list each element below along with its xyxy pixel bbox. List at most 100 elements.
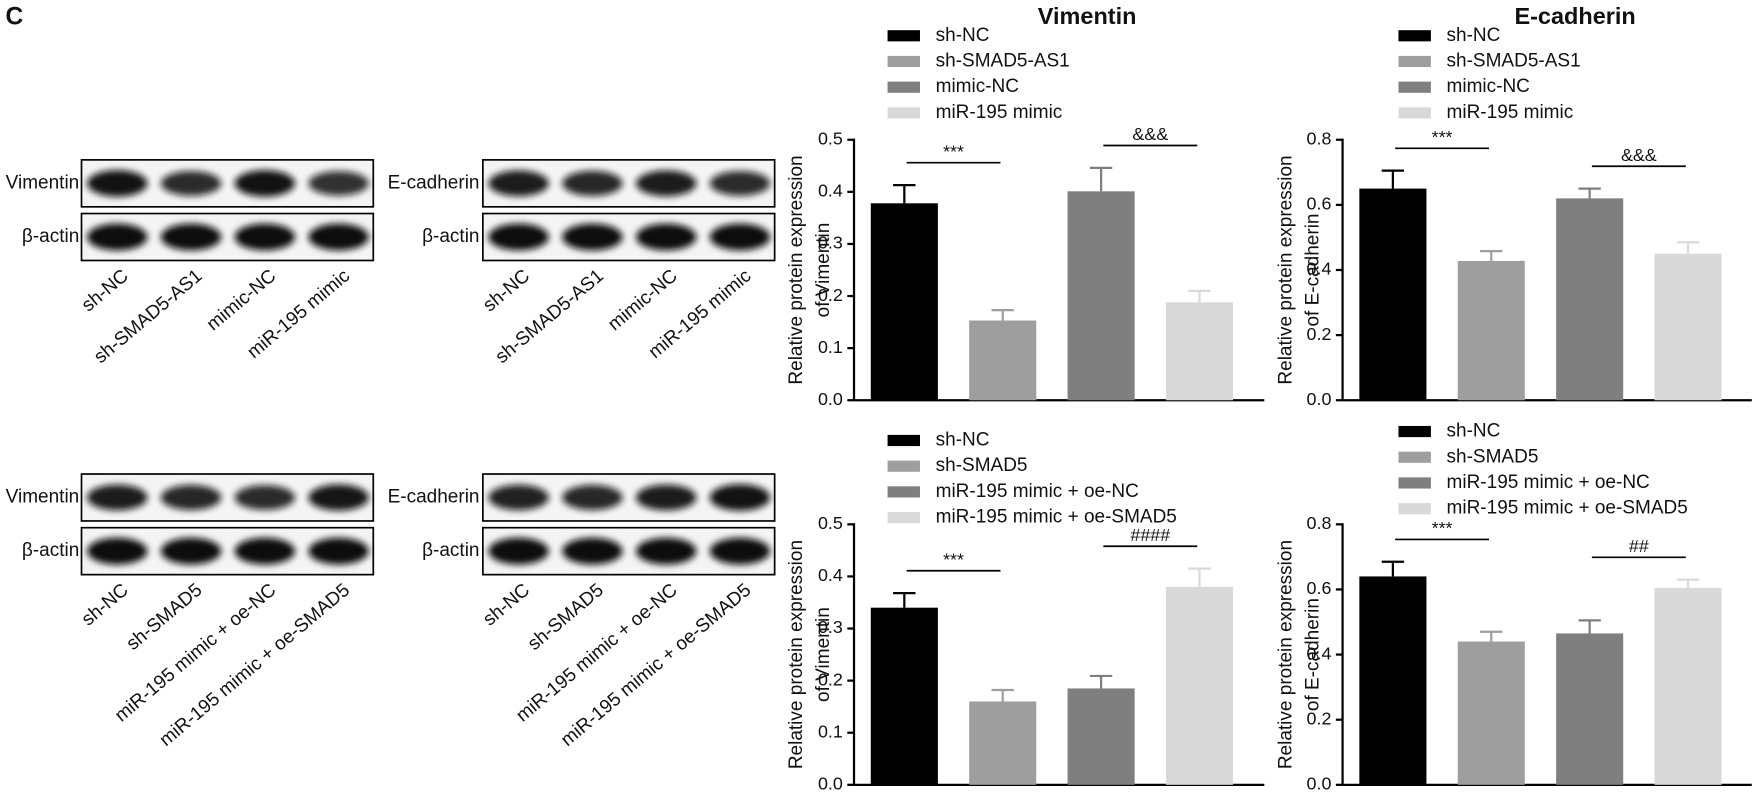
y-tick-label: 0.1: [818, 721, 843, 741]
significance-label: ***: [943, 549, 964, 569]
legend-label: sh-NC: [1447, 421, 1501, 442]
y-tick-label: 0.0: [818, 389, 843, 409]
blot-band: [488, 170, 549, 197]
y-tick-label: 0.6: [1307, 194, 1332, 214]
legend-label: miR-195 mimic: [1447, 102, 1574, 123]
y-tick-label: 0.8: [1307, 513, 1332, 533]
bar: [1654, 253, 1722, 401]
legend-swatch: [1398, 55, 1431, 68]
blot-row-label: Vimentin: [6, 487, 80, 508]
chart-title: E-cadherin: [1514, 3, 1635, 29]
y-tick-label: 0.5: [818, 513, 843, 533]
blot-row-label: Vimentin: [6, 172, 80, 193]
blot-band: [234, 537, 296, 565]
blot-band: [709, 484, 771, 511]
blot-band: [636, 170, 697, 197]
y-tick-label: 0.2: [1307, 708, 1332, 728]
blot-band: [709, 537, 771, 565]
legend-label: miR-195 mimic + oe-NC: [936, 481, 1139, 502]
y-tick-label: 0.3: [818, 617, 843, 637]
legend-label: miR-195 mimic: [936, 102, 1063, 123]
blot-band: [160, 223, 222, 251]
blot-lane-label: sh-NC: [479, 265, 534, 316]
bar: [1556, 198, 1624, 401]
legend-swatch: [1398, 425, 1431, 438]
y-tick-label: 0.0: [1307, 774, 1332, 794]
blot-row-label: β-actin: [22, 226, 79, 247]
legend-label: miR-195 mimic + oe-NC: [1447, 472, 1650, 493]
y-axis-label: of Vimentin: [813, 223, 834, 318]
y-axis-label: Relative protein expression: [786, 540, 807, 769]
y-tick-label: 0.2: [1307, 324, 1332, 344]
panel-label: C: [5, 3, 23, 30]
blot-band: [308, 484, 369, 511]
blot-band: [87, 223, 148, 251]
y-axis-label: Relative protein expression: [1276, 155, 1297, 384]
significance-label: &&&: [1132, 124, 1168, 144]
blot-band: [234, 223, 296, 251]
blot-band: [488, 537, 549, 565]
y-tick-label: 0.4: [818, 565, 843, 585]
bar: [1067, 191, 1135, 401]
legend-label: sh-NC: [936, 429, 990, 450]
bar: [1067, 688, 1135, 785]
significance-label: ####: [1130, 525, 1170, 545]
chart-title: Vimentin: [1038, 3, 1137, 29]
legend-swatch: [887, 107, 920, 119]
bar: [1165, 586, 1234, 785]
y-tick-label: 0.4: [818, 181, 843, 201]
legend-label: sh-NC: [936, 25, 990, 46]
legend-label: sh-SMAD5: [936, 455, 1028, 476]
legend-swatch: [887, 460, 920, 472]
bar: [1359, 576, 1427, 785]
significance-label: ***: [943, 141, 964, 161]
blot-band: [308, 223, 369, 251]
y-tick-label: 0.1: [818, 337, 843, 357]
blot-band: [87, 484, 148, 511]
blot-band: [234, 170, 296, 197]
legend-swatch: [887, 55, 920, 68]
blot-band: [160, 484, 222, 511]
blot-band: [562, 537, 623, 565]
legend-swatch: [887, 30, 920, 42]
legend-swatch: [1398, 81, 1431, 93]
significance-label: ***: [1432, 518, 1453, 538]
blot-lane-label: sh-NC: [78, 265, 133, 316]
significance-label: &&&: [1621, 145, 1657, 165]
y-tick-label: 0.5: [818, 128, 843, 148]
blot-lane-label: sh-NC: [479, 580, 534, 631]
blot-band: [562, 484, 623, 511]
y-tick-label: 0.8: [1307, 128, 1332, 148]
blot-band: [562, 223, 623, 251]
blot-band: [488, 484, 549, 511]
legend-swatch: [887, 512, 920, 524]
y-tick-label: 0.3: [818, 233, 843, 253]
y-tick-label: 0.4: [1307, 643, 1332, 663]
y-tick-label: 0.2: [818, 669, 843, 689]
legend-swatch: [1398, 107, 1431, 119]
blot-band: [234, 485, 296, 510]
legend-label: mimic-NC: [1447, 76, 1530, 97]
blot-band: [160, 537, 222, 565]
y-tick-label: 0.0: [1307, 389, 1332, 409]
legend-swatch: [1398, 477, 1431, 489]
legend-swatch: [1398, 451, 1431, 463]
legend-swatch: [887, 81, 920, 93]
y-axis-label: Relative protein expression: [1276, 540, 1297, 769]
significance-label: ##: [1629, 536, 1649, 556]
bar: [870, 607, 938, 785]
bar: [1556, 633, 1624, 785]
bar: [1359, 188, 1427, 401]
blot-row-label: β-actin: [422, 226, 479, 247]
blot-lane-label: sh-NC: [78, 580, 133, 631]
legend-swatch: [1398, 30, 1431, 42]
y-axis-label: of Vimentin: [813, 607, 834, 702]
bar: [1457, 260, 1525, 401]
legend-label: sh-SMAD5: [1447, 446, 1539, 467]
bar: [969, 701, 1037, 785]
blot-row-label: β-actin: [22, 540, 79, 561]
blot-band: [87, 537, 148, 565]
blot-band: [562, 170, 623, 196]
legend-label: miR-195 mimic + oe-SMAD5: [1447, 498, 1688, 519]
